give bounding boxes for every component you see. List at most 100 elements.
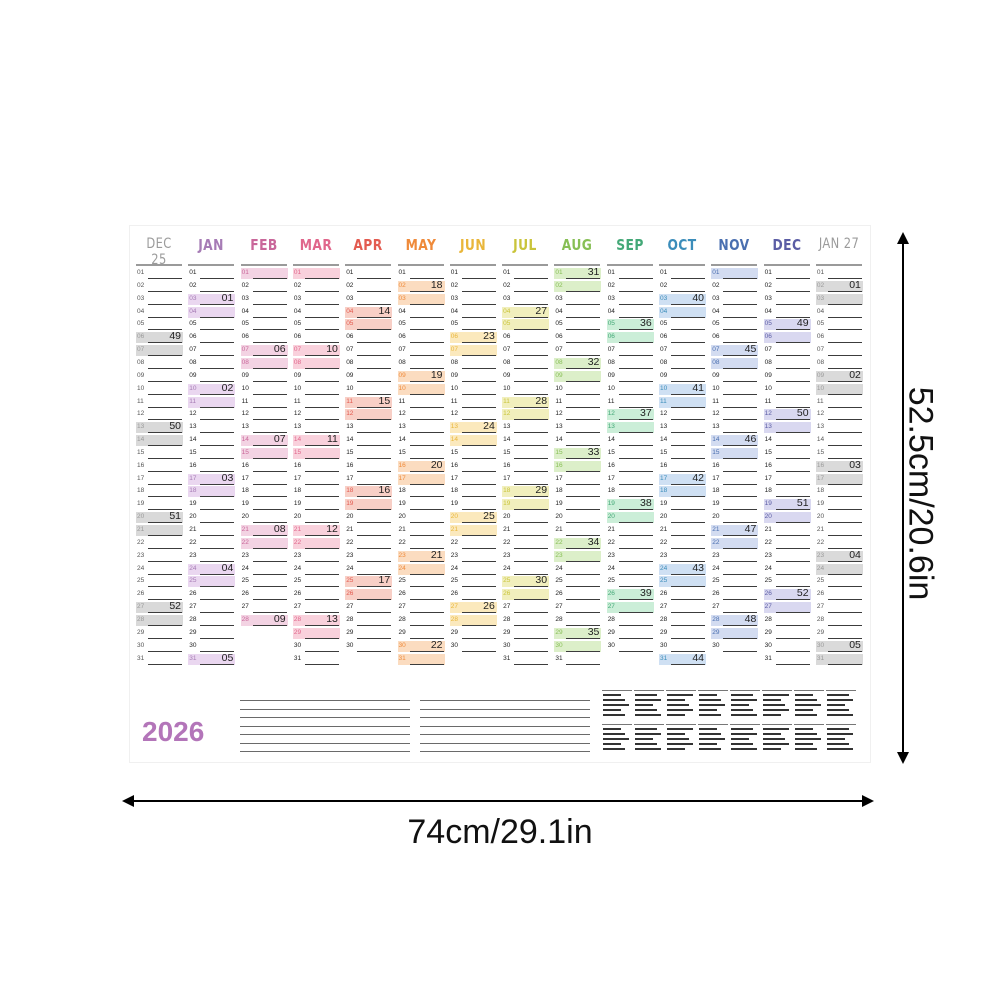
day-row[interactable]: 2025 [448, 511, 498, 524]
day-row[interactable]: 21 [134, 524, 184, 537]
day-row[interactable]: 07 [657, 344, 707, 357]
day-row[interactable]: 07 [396, 344, 446, 357]
day-row[interactable]: 22 [448, 537, 498, 550]
day-row[interactable]: 09 [762, 370, 812, 383]
day-row[interactable]: 24 [134, 563, 184, 576]
day-row[interactable]: 14 [396, 434, 446, 447]
day-row[interactable]: 28 [396, 614, 446, 627]
day-row[interactable]: 2652 [762, 588, 812, 601]
day-row[interactable]: 07 [500, 344, 550, 357]
day-row[interactable]: 29 [605, 627, 655, 640]
day-row[interactable]: 01 [186, 267, 236, 280]
day-row[interactable]: 24 [291, 563, 341, 576]
day-row[interactable]: 17 [605, 473, 655, 486]
day-row[interactable]: 20 [762, 511, 812, 524]
day-row[interactable]: 02 [605, 280, 655, 293]
day-row[interactable]: 2304 [814, 550, 864, 563]
day-row[interactable]: 25 [657, 575, 707, 588]
day-row[interactable]: 06 [605, 331, 655, 344]
day-row[interactable]: 22 [291, 537, 341, 550]
day-row[interactable]: 15 [134, 447, 184, 460]
day-row[interactable]: 26 [186, 588, 236, 601]
day-row[interactable]: 1350 [134, 421, 184, 434]
day-row[interactable]: 27 [605, 601, 655, 614]
day-row[interactable]: 31 [552, 653, 602, 666]
day-row[interactable]: 21 [657, 524, 707, 537]
day-row[interactable]: 02 [552, 280, 602, 293]
day-row[interactable]: 1237 [605, 408, 655, 421]
day-row[interactable]: 27 [343, 601, 393, 614]
day-row[interactable]: 3144 [657, 653, 707, 666]
day-row[interactable]: 24 [448, 563, 498, 576]
day-row[interactable]: 10 [605, 383, 655, 396]
day-row[interactable]: 10 [762, 383, 812, 396]
day-row[interactable]: 12 [657, 408, 707, 421]
day-row[interactable]: 15 [657, 447, 707, 460]
day-row[interactable]: 1533 [552, 447, 602, 460]
day-row[interactable]: 0649 [134, 331, 184, 344]
day-row[interactable]: 23 [552, 550, 602, 563]
day-row[interactable]: 27 [657, 601, 707, 614]
day-row[interactable]: 2108 [239, 524, 289, 537]
day-row[interactable]: 23 [448, 550, 498, 563]
day-row[interactable]: 20 [552, 511, 602, 524]
day-row[interactable]: 04 [396, 306, 446, 319]
day-row[interactable]: 19 [239, 498, 289, 511]
day-row[interactable]: 31 [762, 653, 812, 666]
day-row[interactable]: 0710 [291, 344, 341, 357]
day-row[interactable]: 02 [448, 280, 498, 293]
day-row[interactable]: 08 [448, 357, 498, 370]
day-row[interactable]: 1829 [500, 485, 550, 498]
day-row[interactable]: 20 [343, 511, 393, 524]
day-row[interactable]: 05 [552, 318, 602, 331]
day-row[interactable]: 05 [396, 318, 446, 331]
day-row[interactable]: 03 [605, 293, 655, 306]
day-row[interactable]: 01 [762, 267, 812, 280]
day-row[interactable]: 26 [500, 588, 550, 601]
day-row[interactable]: 29 [343, 627, 393, 640]
day-row[interactable]: 16 [709, 460, 759, 473]
day-row[interactable]: 07 [762, 344, 812, 357]
day-row[interactable]: 26 [657, 588, 707, 601]
day-row[interactable]: 0902 [814, 370, 864, 383]
day-row[interactable]: 0549 [762, 318, 812, 331]
day-row[interactable]: 03 [814, 293, 864, 306]
day-row[interactable]: 14 [657, 434, 707, 447]
day-row[interactable]: 02 [709, 280, 759, 293]
day-row[interactable]: 01 [500, 267, 550, 280]
day-row[interactable]: 30 [552, 640, 602, 653]
day-row[interactable]: 02 [500, 280, 550, 293]
day-row[interactable]: 25 [239, 575, 289, 588]
day-row[interactable]: 2813 [291, 614, 341, 627]
day-row[interactable]: 1938 [605, 498, 655, 511]
day-row[interactable]: 02 [239, 280, 289, 293]
day-row[interactable]: 0832 [552, 357, 602, 370]
day-row[interactable]: 21 [814, 524, 864, 537]
day-row[interactable]: 02 [134, 280, 184, 293]
day-row[interactable]: 26 [709, 588, 759, 601]
day-row[interactable]: 06 [657, 331, 707, 344]
day-row[interactable]: 30 [500, 640, 550, 653]
day-row[interactable]: 19 [814, 498, 864, 511]
day-row[interactable]: 2935 [552, 627, 602, 640]
day-row[interactable]: 17 [448, 473, 498, 486]
day-row[interactable]: 2112 [291, 524, 341, 537]
day-row[interactable]: 11 [291, 396, 341, 409]
day-row[interactable]: 19 [396, 498, 446, 511]
day-row[interactable]: 25 [186, 575, 236, 588]
day-row[interactable]: 07 [605, 344, 655, 357]
day-row[interactable]: 16 [239, 460, 289, 473]
day-row[interactable]: 1250 [762, 408, 812, 421]
day-row[interactable]: 27 [762, 601, 812, 614]
day-row[interactable]: 16 [500, 460, 550, 473]
day-row[interactable]: 11 [814, 396, 864, 409]
day-row[interactable]: 29 [291, 627, 341, 640]
day-row[interactable]: 18 [448, 485, 498, 498]
day-row[interactable]: 20 [814, 511, 864, 524]
day-row[interactable]: 03 [396, 293, 446, 306]
day-row[interactable]: 17 [134, 473, 184, 486]
day-row[interactable]: 15 [448, 447, 498, 460]
day-row[interactable]: 04 [814, 306, 864, 319]
day-row[interactable]: 09 [343, 370, 393, 383]
day-row[interactable]: 09 [605, 370, 655, 383]
